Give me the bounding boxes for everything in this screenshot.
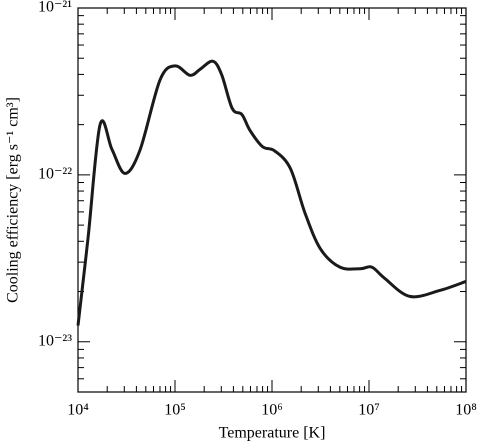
y-tick-label: 10⁻²² bbox=[38, 166, 72, 183]
x-axis-label: Temperature [K] bbox=[219, 425, 326, 442]
y-axis-label: Cooling efficiency [erg s⁻¹ cm³] bbox=[5, 97, 22, 303]
plot-frame bbox=[77, 7, 467, 393]
line bbox=[76, 59, 467, 326]
y-tick-label: 10⁻²³ bbox=[38, 332, 72, 349]
x-tick-label: 10⁶ bbox=[261, 402, 283, 419]
x-tick-label: 10⁸ bbox=[455, 402, 477, 419]
x-tick-label: 10⁷ bbox=[358, 402, 380, 419]
y-tick-label: 10⁻²¹ bbox=[38, 0, 72, 16]
x-tick-label: 10⁵ bbox=[164, 402, 186, 419]
x-tick-label: 10⁴ bbox=[67, 402, 89, 419]
